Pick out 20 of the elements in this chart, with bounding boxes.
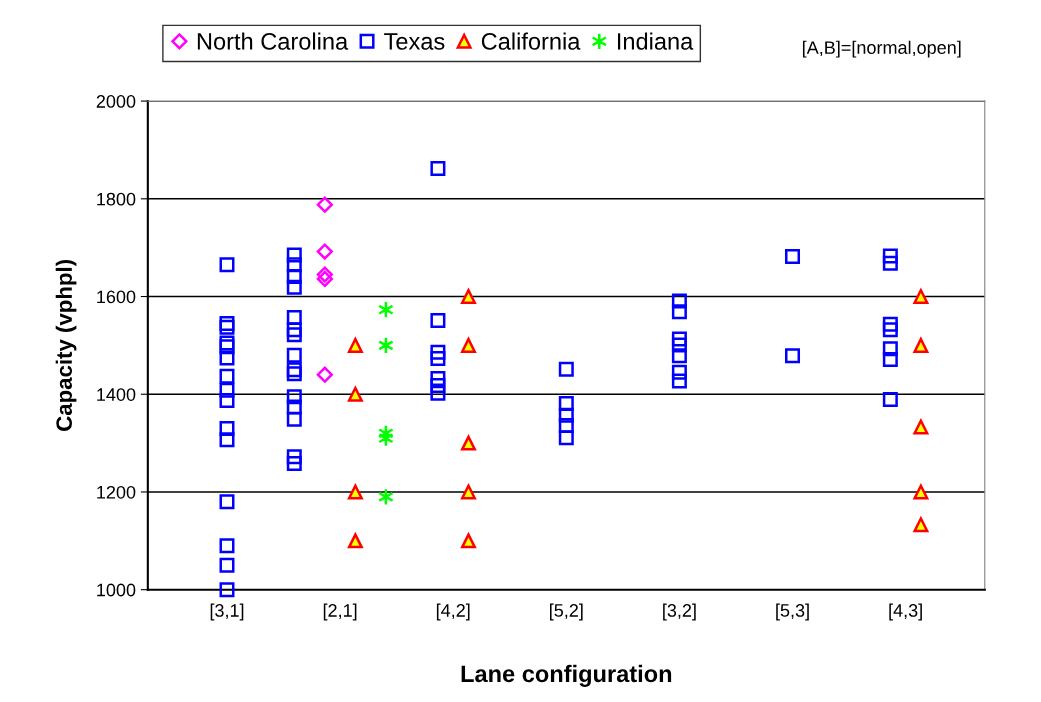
x-tick-label: [2,1] [323, 603, 357, 621]
y-axis-title: Capacity (vphpl) [55, 260, 77, 431]
x-tick-label: [4,3] [889, 603, 922, 621]
y-tick-label: 2000 [96, 95, 136, 108]
x-tick-label: [5,3] [776, 603, 809, 621]
x-tick-label: [3,2] [663, 603, 696, 621]
y-tick-label: 1200 [97, 485, 136, 499]
legend-label: Indiana [617, 32, 694, 50]
y-tick-label: 1000 [97, 583, 136, 597]
legend-label: North Carolina [197, 32, 349, 50]
text: [A,B]=[normal,open] [802, 40, 961, 58]
y-tick-label: 1600 [97, 290, 136, 304]
legend-label: Texas [384, 33, 445, 50]
legend-label: California [481, 32, 581, 50]
y-tick-label: 1400 [97, 388, 136, 401]
y-tick-label: 1800 [97, 192, 136, 206]
x-tick-label: [3,1] [210, 603, 244, 621]
x-axis-title: Lane configuration [461, 664, 672, 687]
x-tick-label: [5,2] [550, 603, 583, 621]
x-tick-label: [4,2] [436, 603, 470, 621]
